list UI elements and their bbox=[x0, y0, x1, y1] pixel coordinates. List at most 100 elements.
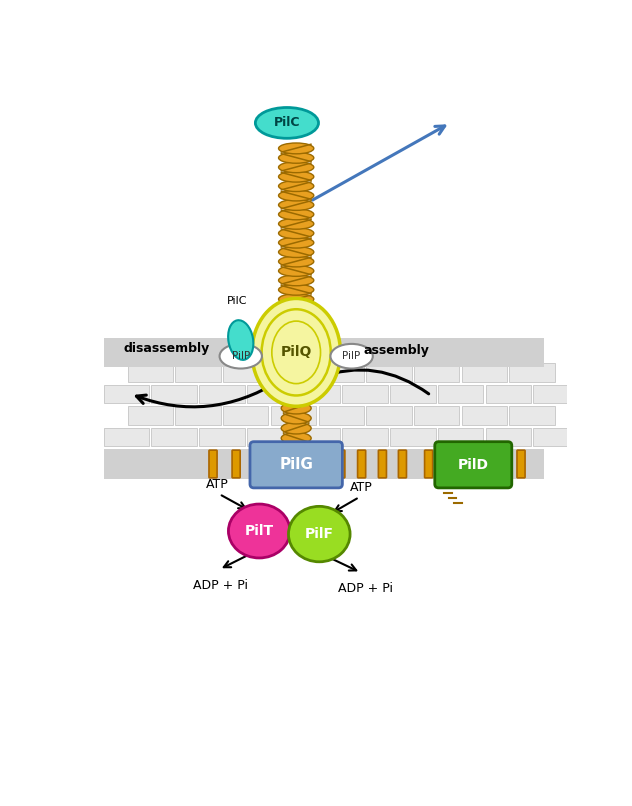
Ellipse shape bbox=[281, 363, 311, 374]
FancyBboxPatch shape bbox=[502, 450, 509, 478]
Text: PilG: PilG bbox=[279, 457, 313, 472]
Text: PilP: PilP bbox=[231, 351, 250, 361]
Ellipse shape bbox=[279, 228, 314, 239]
Text: ATP: ATP bbox=[206, 478, 229, 491]
Bar bbox=[104, 428, 149, 447]
Ellipse shape bbox=[281, 422, 311, 434]
Ellipse shape bbox=[219, 344, 262, 368]
Ellipse shape bbox=[279, 209, 314, 220]
Ellipse shape bbox=[288, 506, 350, 562]
Text: PilQ: PilQ bbox=[281, 345, 312, 359]
Bar bbox=[485, 428, 531, 447]
Text: ADP + Pi: ADP + Pi bbox=[193, 579, 248, 592]
Bar bbox=[247, 428, 293, 447]
Ellipse shape bbox=[279, 152, 314, 164]
Text: PilF: PilF bbox=[305, 527, 334, 541]
Ellipse shape bbox=[279, 171, 314, 182]
Text: PilD: PilD bbox=[458, 458, 489, 472]
Ellipse shape bbox=[281, 413, 311, 424]
Bar bbox=[509, 364, 555, 381]
FancyBboxPatch shape bbox=[252, 450, 260, 478]
FancyBboxPatch shape bbox=[379, 450, 386, 478]
Bar bbox=[270, 406, 316, 425]
Bar bbox=[533, 428, 579, 447]
FancyBboxPatch shape bbox=[440, 450, 448, 478]
Text: PilP: PilP bbox=[343, 351, 361, 361]
Ellipse shape bbox=[279, 237, 314, 248]
FancyBboxPatch shape bbox=[209, 450, 217, 478]
Ellipse shape bbox=[279, 190, 314, 201]
Bar bbox=[199, 428, 245, 447]
Bar bbox=[104, 338, 544, 367]
Bar bbox=[295, 428, 340, 447]
Text: ATP: ATP bbox=[350, 481, 373, 494]
Bar bbox=[462, 406, 507, 425]
FancyBboxPatch shape bbox=[250, 442, 343, 488]
Ellipse shape bbox=[279, 181, 314, 192]
Bar bbox=[533, 384, 579, 403]
Ellipse shape bbox=[255, 107, 319, 139]
Ellipse shape bbox=[262, 310, 331, 396]
Bar bbox=[485, 384, 531, 403]
Text: PilC: PilC bbox=[274, 116, 300, 130]
Text: ADP + Pi: ADP + Pi bbox=[338, 582, 393, 595]
Bar bbox=[175, 406, 221, 425]
Ellipse shape bbox=[279, 143, 314, 154]
Ellipse shape bbox=[279, 303, 314, 314]
Ellipse shape bbox=[281, 442, 311, 454]
Bar bbox=[319, 364, 364, 381]
Ellipse shape bbox=[279, 265, 314, 276]
Bar bbox=[367, 406, 411, 425]
Ellipse shape bbox=[281, 433, 311, 444]
Ellipse shape bbox=[279, 256, 314, 267]
Ellipse shape bbox=[281, 402, 311, 414]
Ellipse shape bbox=[279, 162, 314, 172]
Ellipse shape bbox=[279, 322, 314, 333]
Bar bbox=[247, 384, 293, 403]
Bar bbox=[390, 384, 435, 403]
FancyBboxPatch shape bbox=[358, 450, 366, 478]
Bar bbox=[414, 364, 459, 381]
Ellipse shape bbox=[281, 393, 311, 404]
FancyBboxPatch shape bbox=[232, 450, 240, 478]
Ellipse shape bbox=[279, 293, 314, 305]
Ellipse shape bbox=[279, 331, 314, 343]
Bar bbox=[223, 406, 269, 425]
Ellipse shape bbox=[279, 275, 314, 286]
Ellipse shape bbox=[281, 372, 311, 384]
Bar bbox=[175, 364, 221, 381]
Bar bbox=[128, 364, 173, 381]
Text: assembly: assembly bbox=[363, 344, 429, 357]
FancyBboxPatch shape bbox=[425, 450, 433, 478]
Text: PilC: PilC bbox=[227, 296, 247, 306]
Bar bbox=[438, 384, 483, 403]
Bar bbox=[128, 406, 173, 425]
Bar bbox=[223, 364, 269, 381]
Bar bbox=[104, 450, 544, 479]
Bar bbox=[104, 384, 149, 403]
Bar bbox=[414, 406, 459, 425]
Bar bbox=[199, 384, 245, 403]
Bar bbox=[152, 384, 197, 403]
Bar bbox=[438, 428, 483, 447]
FancyBboxPatch shape bbox=[435, 442, 512, 488]
FancyBboxPatch shape bbox=[337, 450, 345, 478]
FancyBboxPatch shape bbox=[398, 450, 406, 478]
Bar bbox=[343, 384, 388, 403]
Bar bbox=[295, 384, 340, 403]
Bar bbox=[152, 428, 197, 447]
Bar bbox=[462, 364, 507, 381]
Ellipse shape bbox=[279, 313, 314, 323]
Ellipse shape bbox=[331, 344, 373, 368]
Bar bbox=[367, 364, 411, 381]
Bar bbox=[270, 364, 316, 381]
Ellipse shape bbox=[252, 298, 341, 406]
Ellipse shape bbox=[228, 320, 253, 359]
FancyBboxPatch shape bbox=[517, 450, 525, 478]
Bar bbox=[343, 428, 388, 447]
Bar bbox=[319, 406, 364, 425]
Ellipse shape bbox=[279, 200, 314, 210]
Bar bbox=[390, 428, 435, 447]
Ellipse shape bbox=[279, 285, 314, 295]
Ellipse shape bbox=[279, 247, 314, 257]
